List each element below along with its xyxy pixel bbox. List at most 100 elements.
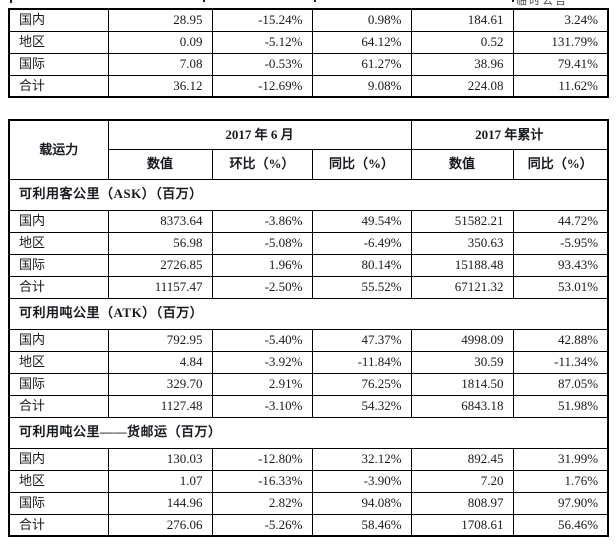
table-row: 国内 130.03 -12.80% 32.12% 892.45 31.99% [8, 447, 609, 471]
cell-cum-value: 4998.09 [410, 328, 514, 352]
table-row-total: 合计 276.06 -5.26% 58.46% 1708.61 56.46% [8, 513, 609, 537]
cell-cum-value: 1814.50 [410, 372, 514, 396]
table-row: 国际 329.70 2.91% 76.25% 1814.50 87.05% [8, 372, 609, 396]
table-row: 地区 1.07 -16.33% -3.90% 7.20 1.76% [8, 469, 609, 493]
section-row-atk: 可利用吨公里（ATK）（百万） [8, 297, 609, 330]
table-edge-remnant [314, 0, 316, 2]
row-label: 国际 [8, 372, 109, 396]
cell-cum-value: 0.52 [410, 30, 514, 54]
cell-cum-value: 7.20 [410, 469, 514, 493]
cell-cum-value: 808.97 [410, 491, 514, 515]
section-title: 可利用吨公里——货邮运（百万） [8, 416, 609, 449]
cell-value: 130.03 [107, 447, 213, 471]
cell-cum-yoy: -11.34% [512, 350, 609, 374]
section-title: 可利用吨公里（ATK）（百万） [8, 297, 609, 330]
cell-value: 1127.48 [107, 394, 213, 418]
cell-cum-yoy: 11.62% [512, 74, 609, 98]
cell-value: 11157.47 [107, 275, 213, 299]
table-edge-remnant [10, 0, 12, 3]
cell-yoy: 32.12% [311, 447, 412, 471]
cell-value: 7.08 [107, 52, 213, 76]
cell-mom: -15.24% [211, 8, 313, 32]
row-label: 国际 [8, 253, 109, 277]
row-label: 国内 [8, 209, 109, 233]
cell-yoy: -11.84% [311, 350, 412, 374]
cell-yoy: 47.37% [311, 328, 412, 352]
cell-mom: -5.12% [211, 30, 313, 54]
cell-value: 2726.85 [107, 253, 213, 277]
corner-note: 临时公告 [516, 0, 588, 7]
cell-yoy: 58.46% [311, 513, 412, 537]
table-edge-remnant [512, 0, 514, 2]
cell-cum-value: 184.61 [410, 8, 514, 32]
col-header-yoy: 同比（%） [311, 148, 412, 180]
cell-cum-yoy: 87.05% [512, 372, 609, 396]
cell-value: 28.95 [107, 8, 213, 32]
cell-cum-value: 15188.48 [410, 253, 514, 277]
cell-cum-yoy: 93.43% [512, 253, 609, 277]
table-edge-remnant [203, 0, 205, 2]
cell-cum-yoy: 42.88% [512, 328, 609, 352]
table-row: 国际 7.08 -0.53% 61.27% 38.96 79.41% [8, 52, 609, 76]
cell-yoy: 0.98% [311, 8, 412, 32]
cell-value: 144.96 [107, 491, 213, 515]
cell-mom: 2.91% [211, 372, 313, 396]
cell-cum-yoy: 131.79% [512, 30, 609, 54]
cell-value: 0.09 [107, 30, 213, 54]
cell-value: 329.70 [107, 372, 213, 396]
cell-cum-yoy: 51.98% [512, 394, 609, 418]
group-header-month: 2017 年 6 月 [107, 119, 412, 150]
table-row: 国际 144.96 2.82% 94.08% 808.97 97.90% [8, 491, 609, 515]
cell-cum-yoy: 44.72% [512, 209, 609, 233]
cell-value: 36.12 [107, 74, 213, 98]
cell-value: 56.98 [107, 231, 213, 255]
col-header-value: 数值 [107, 148, 213, 180]
cell-yoy: 55.52% [311, 275, 412, 299]
traffic-summary-table: 国内 28.95 -15.24% 0.98% 184.61 3.24% 地区 0… [8, 8, 609, 98]
row-label: 合计 [8, 74, 109, 98]
corner-note-text: 临时公告 [516, 0, 568, 7]
cell-cum-value: 38.96 [410, 52, 514, 76]
row-label: 国内 [8, 447, 109, 471]
section-row-ask: 可利用客公里（ASK）（百万） [8, 178, 609, 211]
table-row-total: 合计 11157.47 -2.50% 55.52% 67121.32 53.01… [8, 275, 609, 299]
row-label: 合计 [8, 394, 109, 418]
cell-cum-value: 67121.32 [410, 275, 514, 299]
row-label: 地区 [8, 350, 109, 374]
col-header-cum-yoy: 同比（%） [512, 148, 609, 180]
table-row: 国内 28.95 -15.24% 0.98% 184.61 3.24% [8, 8, 609, 32]
corner-header: 载运力 [8, 119, 109, 180]
cell-cum-yoy: -5.95% [512, 231, 609, 255]
cell-mom: -5.26% [211, 513, 313, 537]
table-row: 国际 2726.85 1.96% 80.14% 15188.48 93.43% [8, 253, 609, 277]
cell-yoy: 54.32% [311, 394, 412, 418]
cell-value: 4.84 [107, 350, 213, 374]
cell-cum-yoy: 1.76% [512, 469, 609, 493]
cell-mom: -0.53% [211, 52, 313, 76]
cell-yoy: -3.90% [311, 469, 412, 493]
cell-mom: -2.50% [211, 275, 313, 299]
cell-mom: -12.69% [211, 74, 313, 98]
row-label: 国际 [8, 491, 109, 515]
cell-cum-value: 6843.18 [410, 394, 514, 418]
section-title: 可利用客公里（ASK）（百万） [8, 178, 609, 211]
col-header-cum-value: 数值 [410, 148, 514, 180]
cell-mom: -12.80% [211, 447, 313, 471]
cell-value: 8373.64 [107, 209, 213, 233]
cell-cum-value: 30.59 [410, 350, 514, 374]
cell-value: 1.07 [107, 469, 213, 493]
cell-mom: -5.40% [211, 328, 313, 352]
section-row-cargo: 可利用吨公里——货邮运（百万） [8, 416, 609, 449]
cell-yoy: 80.14% [311, 253, 412, 277]
row-label: 地区 [8, 469, 109, 493]
cell-cum-yoy: 3.24% [512, 8, 609, 32]
row-label: 国内 [8, 328, 109, 352]
cell-yoy: -6.49% [311, 231, 412, 255]
row-label: 合计 [8, 275, 109, 299]
cell-value: 276.06 [107, 513, 213, 537]
row-label: 地区 [8, 30, 109, 54]
cell-cum-value: 892.45 [410, 447, 514, 471]
cell-cum-value: 51582.21 [410, 209, 514, 233]
cell-cum-value: 350.63 [410, 231, 514, 255]
